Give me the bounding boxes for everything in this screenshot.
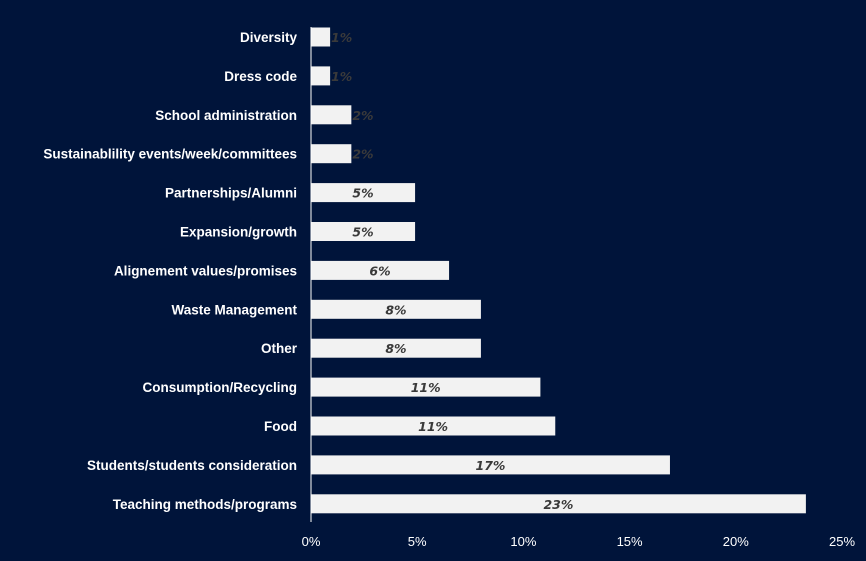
- category-label: Partnerships/Alumni: [165, 186, 297, 201]
- category-label: Students/students consideration: [87, 458, 297, 473]
- x-tick-label: 15%: [617, 534, 643, 549]
- data-label: 1%: [331, 69, 352, 84]
- data-label: 8%: [385, 302, 406, 317]
- data-label: 2%: [352, 147, 373, 162]
- bar-12: [311, 494, 806, 514]
- data-label: 11%: [411, 380, 441, 395]
- category-label: Dress code: [224, 69, 297, 84]
- data-label: 23%: [543, 497, 573, 512]
- bar-1: [311, 66, 331, 86]
- bar-4: [311, 183, 416, 203]
- x-tick-label: 0%: [302, 534, 321, 549]
- category-label: Consumption/Recycling: [142, 380, 297, 395]
- data-label: 8%: [385, 341, 406, 356]
- data-label: 1%: [331, 30, 352, 45]
- category-label: Diversity: [240, 30, 298, 45]
- bar-5: [311, 222, 416, 241]
- bar-11: [311, 455, 670, 475]
- bar-10: [311, 416, 556, 436]
- data-label: 11%: [418, 419, 448, 434]
- bar-8: [311, 338, 481, 358]
- category-label: Waste Management: [171, 302, 297, 317]
- category-label: Other: [261, 341, 298, 356]
- data-label: 17%: [476, 458, 506, 473]
- bar-3: [311, 144, 352, 164]
- bar-7: [311, 299, 481, 319]
- x-tick-label: 10%: [510, 534, 536, 549]
- category-label: School administration: [155, 108, 297, 123]
- bar-0: [311, 27, 331, 47]
- data-label: 2%: [352, 108, 373, 123]
- category-label: Alignement values/promises: [114, 263, 297, 278]
- data-label: 5%: [352, 225, 373, 240]
- bar-6: [311, 260, 450, 280]
- category-label: Expansion/growth: [180, 225, 297, 240]
- category-label: Food: [264, 419, 297, 434]
- category-label: Teaching methods/programs: [113, 497, 297, 512]
- x-tick-label: 5%: [408, 534, 427, 549]
- data-label: 6%: [369, 263, 390, 278]
- data-label: 5%: [352, 186, 373, 201]
- x-tick-label: 25%: [829, 534, 855, 549]
- bar-9: [311, 377, 541, 397]
- bar-2: [311, 105, 352, 125]
- category-label: Sustainablility events/week/committees: [43, 147, 297, 162]
- x-tick-label: 20%: [723, 534, 749, 549]
